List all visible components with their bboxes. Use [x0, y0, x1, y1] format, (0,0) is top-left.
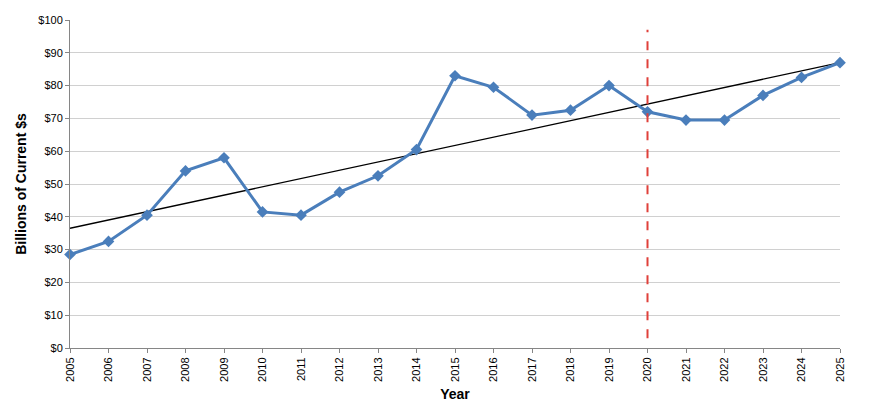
- svg-text:2015: 2015: [449, 357, 461, 381]
- svg-text:$40: $40: [44, 211, 62, 223]
- svg-text:2025: 2025: [834, 357, 846, 381]
- svg-text:2007: 2007: [141, 357, 153, 381]
- svg-text:2022: 2022: [718, 357, 730, 381]
- svg-text:2012: 2012: [333, 357, 345, 381]
- svg-text:2021: 2021: [680, 357, 692, 381]
- svg-text:$20: $20: [44, 276, 62, 288]
- svg-text:2024: 2024: [795, 357, 807, 381]
- svg-text:2016: 2016: [487, 357, 499, 381]
- svg-text:2017: 2017: [526, 357, 538, 381]
- svg-text:2008: 2008: [179, 357, 191, 381]
- svg-text:2006: 2006: [102, 357, 114, 381]
- svg-text:Year: Year: [440, 386, 470, 402]
- svg-text:$100: $100: [38, 14, 62, 26]
- svg-text:$30: $30: [44, 243, 62, 255]
- svg-text:$10: $10: [44, 309, 62, 321]
- svg-text:2009: 2009: [218, 357, 230, 381]
- svg-text:$0: $0: [51, 342, 63, 354]
- svg-text:2014: 2014: [410, 357, 422, 381]
- svg-text:$70: $70: [44, 112, 62, 124]
- svg-text:2011: 2011: [295, 357, 307, 381]
- svg-text:2013: 2013: [372, 357, 384, 381]
- svg-text:2019: 2019: [603, 357, 615, 381]
- svg-text:2020: 2020: [641, 357, 653, 381]
- svg-text:$50: $50: [44, 178, 62, 190]
- svg-text:$60: $60: [44, 145, 62, 157]
- svg-text:$90: $90: [44, 47, 62, 59]
- svg-text:2005: 2005: [64, 357, 76, 381]
- svg-text:$80: $80: [44, 79, 62, 91]
- svg-text:Billions of Current $s: Billions of Current $s: [13, 113, 29, 255]
- svg-text:2023: 2023: [757, 357, 769, 381]
- svg-text:2010: 2010: [256, 357, 268, 381]
- svg-text:2018: 2018: [564, 357, 576, 381]
